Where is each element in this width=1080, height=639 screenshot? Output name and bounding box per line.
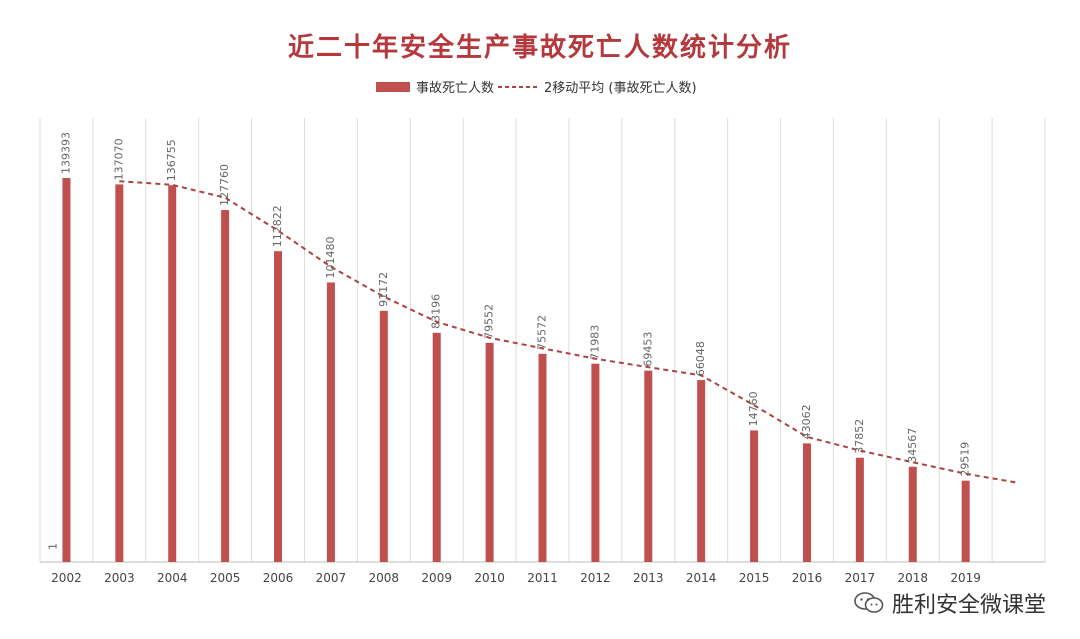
bar-2002	[62, 178, 71, 562]
x-tick-2002: 2002	[51, 571, 82, 585]
data-label-2010: 79552	[483, 304, 496, 339]
bar-2014	[697, 380, 706, 562]
x-tick-2014: 2014	[686, 571, 717, 585]
data-label-2003: 137070	[112, 138, 125, 180]
data-label-2004: 136755	[165, 139, 178, 181]
x-tick-2010: 2010	[474, 571, 505, 585]
legend-swatch-bar	[376, 82, 410, 92]
data-label-2015: 14760	[747, 391, 760, 426]
x-tick-2011: 2011	[527, 571, 558, 585]
x-tick-2007: 2007	[316, 571, 347, 585]
x-tick-2015: 2015	[739, 571, 770, 585]
x-tick-2008: 2008	[369, 571, 400, 585]
data-label-2007: 101480	[324, 236, 337, 278]
bar-2004	[168, 185, 177, 563]
data-label-2016: 43062	[800, 404, 813, 439]
bar-2017	[855, 457, 864, 562]
chart-title: 近二十年安全生产事故死亡人数统计分析	[288, 32, 792, 63]
data-label-2006: 112822	[271, 205, 284, 247]
bar-2006	[274, 251, 283, 562]
data-label-2013: 69453	[641, 332, 654, 367]
data-label-2018: 34567	[906, 428, 919, 463]
x-tick-2012: 2012	[580, 571, 611, 585]
data-label-2014: 66048	[694, 341, 707, 376]
bar-2019	[961, 480, 970, 562]
bar-2013	[644, 370, 653, 562]
x-axis: 2002 2003 2004 2005 2006 2007 2008 2009 2010 2011…	[51, 571, 981, 585]
bar-2005	[221, 210, 230, 562]
data-label-2008: 91172	[377, 272, 390, 307]
bar-2015	[750, 430, 759, 562]
extra-axis-label: 1	[46, 543, 59, 550]
legend: 事故死亡人数 2移动平均 (事故死亡人数)	[376, 81, 697, 96]
x-tick-2016: 2016	[792, 571, 823, 585]
legend-label-bar: 事故死亡人数	[416, 81, 494, 96]
bar-2016	[802, 443, 811, 562]
moving-average	[119, 180, 1019, 484]
x-tick-2018: 2018	[897, 571, 928, 585]
x-tick-2006: 2006	[263, 571, 294, 585]
bar-2003	[115, 184, 124, 562]
wechat-icon	[854, 592, 884, 614]
bar-2007	[326, 282, 335, 562]
bar-2008	[379, 310, 388, 562]
x-tick-2019: 2019	[950, 571, 981, 585]
x-tick-2017: 2017	[845, 571, 876, 585]
x-tick-2009: 2009	[421, 571, 452, 585]
bar-2009	[432, 332, 441, 562]
watermark-text: 胜利安全微课堂	[891, 593, 1046, 618]
watermark: 胜利安全微课堂	[845, 583, 1054, 623]
data-label-2009: 83196	[430, 294, 443, 329]
bar-2018	[908, 466, 917, 562]
data-label-2019: 29519	[959, 442, 972, 477]
data-label-2005: 127760	[218, 164, 231, 206]
bar-2011	[538, 353, 547, 562]
bar-2010	[485, 342, 494, 562]
bars	[62, 178, 970, 563]
bar-2012	[591, 363, 600, 562]
data-labels: 139393 137070 136755 127760 112822 101480 9117…	[59, 132, 971, 477]
x-tick-2004: 2004	[157, 571, 188, 585]
data-label-2017: 37852	[853, 419, 866, 454]
legend-label-line: 2移动平均 (事故死亡人数)	[544, 81, 697, 96]
x-tick-2005: 2005	[210, 571, 241, 585]
x-tick-2003: 2003	[104, 571, 135, 585]
data-label-2002: 139393	[59, 132, 72, 174]
x-tick-2013: 2013	[633, 571, 664, 585]
data-label-2012: 71983	[588, 325, 601, 360]
moving-average-line	[119, 180, 1019, 484]
data-label-2011: 75572	[536, 315, 549, 350]
